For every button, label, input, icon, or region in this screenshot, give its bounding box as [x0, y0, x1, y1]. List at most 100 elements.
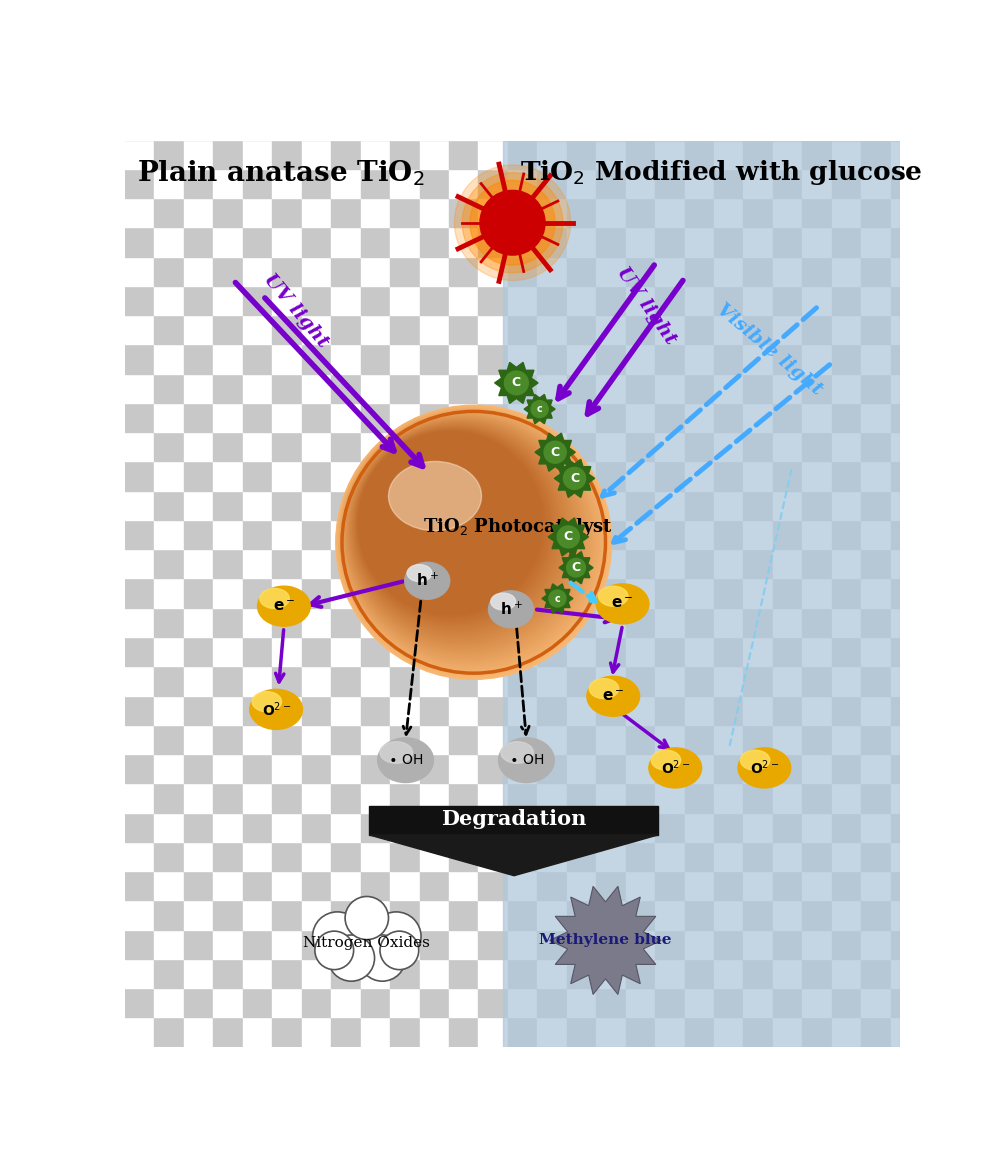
Bar: [272, 667, 302, 695]
Bar: [154, 549, 184, 579]
Bar: [596, 227, 626, 256]
Bar: [861, 695, 891, 724]
Bar: [920, 988, 950, 1017]
Bar: [802, 227, 832, 256]
Text: h$^+$: h$^+$: [416, 573, 439, 589]
Bar: [154, 608, 184, 637]
Bar: [272, 695, 302, 724]
Ellipse shape: [589, 679, 619, 699]
Bar: [685, 579, 714, 608]
Bar: [773, 490, 802, 520]
Bar: [449, 579, 478, 608]
Circle shape: [480, 191, 545, 255]
Circle shape: [336, 406, 610, 677]
Bar: [861, 345, 891, 374]
Bar: [213, 754, 243, 783]
Bar: [596, 490, 626, 520]
Bar: [596, 813, 626, 842]
Circle shape: [339, 408, 603, 671]
Bar: [891, 227, 920, 256]
Bar: [773, 315, 802, 345]
Bar: [420, 667, 449, 695]
Bar: [184, 579, 213, 608]
Bar: [390, 842, 420, 871]
Bar: [626, 667, 655, 695]
Bar: [743, 754, 773, 783]
Bar: [184, 754, 213, 783]
Bar: [891, 901, 920, 929]
Bar: [390, 198, 420, 227]
Bar: [331, 871, 361, 901]
Bar: [302, 695, 331, 724]
Ellipse shape: [488, 590, 533, 628]
Bar: [478, 608, 508, 637]
Bar: [331, 345, 361, 374]
Bar: [154, 813, 184, 842]
Text: UV light: UV light: [613, 263, 679, 348]
Bar: [626, 169, 655, 198]
Bar: [832, 988, 861, 1017]
Bar: [802, 315, 832, 345]
Bar: [390, 637, 420, 667]
Bar: [478, 286, 508, 315]
Bar: [861, 637, 891, 667]
Bar: [891, 198, 920, 227]
Bar: [302, 403, 331, 432]
Bar: [861, 111, 891, 140]
Ellipse shape: [501, 742, 533, 763]
Bar: [420, 111, 449, 140]
Bar: [714, 871, 743, 901]
Bar: [302, 549, 331, 579]
Bar: [567, 315, 596, 345]
Bar: [390, 433, 420, 461]
Bar: [478, 637, 508, 667]
Bar: [243, 813, 272, 842]
Bar: [390, 520, 420, 549]
Bar: [420, 842, 449, 871]
Ellipse shape: [738, 748, 791, 788]
Bar: [891, 783, 920, 813]
Bar: [920, 286, 950, 315]
Bar: [596, 345, 626, 374]
Bar: [567, 111, 596, 140]
Bar: [773, 929, 802, 958]
Bar: [802, 754, 832, 783]
Bar: [361, 1017, 390, 1047]
Bar: [567, 988, 596, 1017]
Bar: [743, 929, 773, 958]
Bar: [331, 813, 361, 842]
Bar: [626, 198, 655, 227]
Bar: [832, 461, 861, 490]
Bar: [537, 783, 567, 813]
Bar: [449, 345, 478, 374]
Bar: [213, 637, 243, 667]
Circle shape: [336, 406, 612, 680]
Ellipse shape: [651, 750, 681, 770]
Bar: [567, 227, 596, 256]
Bar: [449, 608, 478, 637]
Bar: [184, 637, 213, 667]
Bar: [272, 433, 302, 461]
Bar: [891, 461, 920, 490]
Bar: [420, 813, 449, 842]
Bar: [243, 783, 272, 813]
Bar: [361, 901, 390, 929]
Bar: [743, 256, 773, 286]
Bar: [361, 813, 390, 842]
Bar: [537, 520, 567, 549]
Bar: [743, 901, 773, 929]
Bar: [361, 842, 390, 871]
Bar: [508, 403, 537, 432]
Text: Degradation: Degradation: [441, 809, 587, 829]
Bar: [125, 813, 154, 842]
Text: e$^-$: e$^-$: [611, 596, 634, 612]
Bar: [920, 958, 950, 988]
Bar: [832, 783, 861, 813]
Bar: [449, 315, 478, 345]
Bar: [537, 111, 567, 140]
Bar: [773, 579, 802, 608]
Polygon shape: [535, 433, 575, 472]
Bar: [449, 227, 478, 256]
Bar: [920, 871, 950, 901]
Bar: [243, 549, 272, 579]
